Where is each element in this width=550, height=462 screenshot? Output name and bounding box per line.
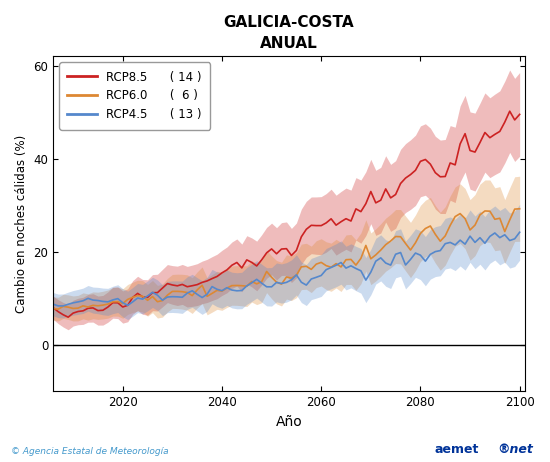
- Legend: RCP8.5      ( 14 ), RCP6.0      (  6 ), RCP4.5      ( 13 ): RCP8.5 ( 14 ), RCP6.0 ( 6 ), RCP4.5 ( 13…: [59, 62, 210, 129]
- X-axis label: Año: Año: [276, 414, 303, 429]
- Text: © Agencia Estatal de Meteorología: © Agencia Estatal de Meteorología: [11, 448, 169, 456]
- Text: aemet: aemet: [434, 444, 478, 456]
- Y-axis label: Cambio en noches cálidas (%): Cambio en noches cálidas (%): [15, 134, 28, 313]
- Text: ®net: ®net: [498, 444, 534, 456]
- Title: GALICIA-COSTA
ANUAL: GALICIA-COSTA ANUAL: [224, 15, 354, 51]
